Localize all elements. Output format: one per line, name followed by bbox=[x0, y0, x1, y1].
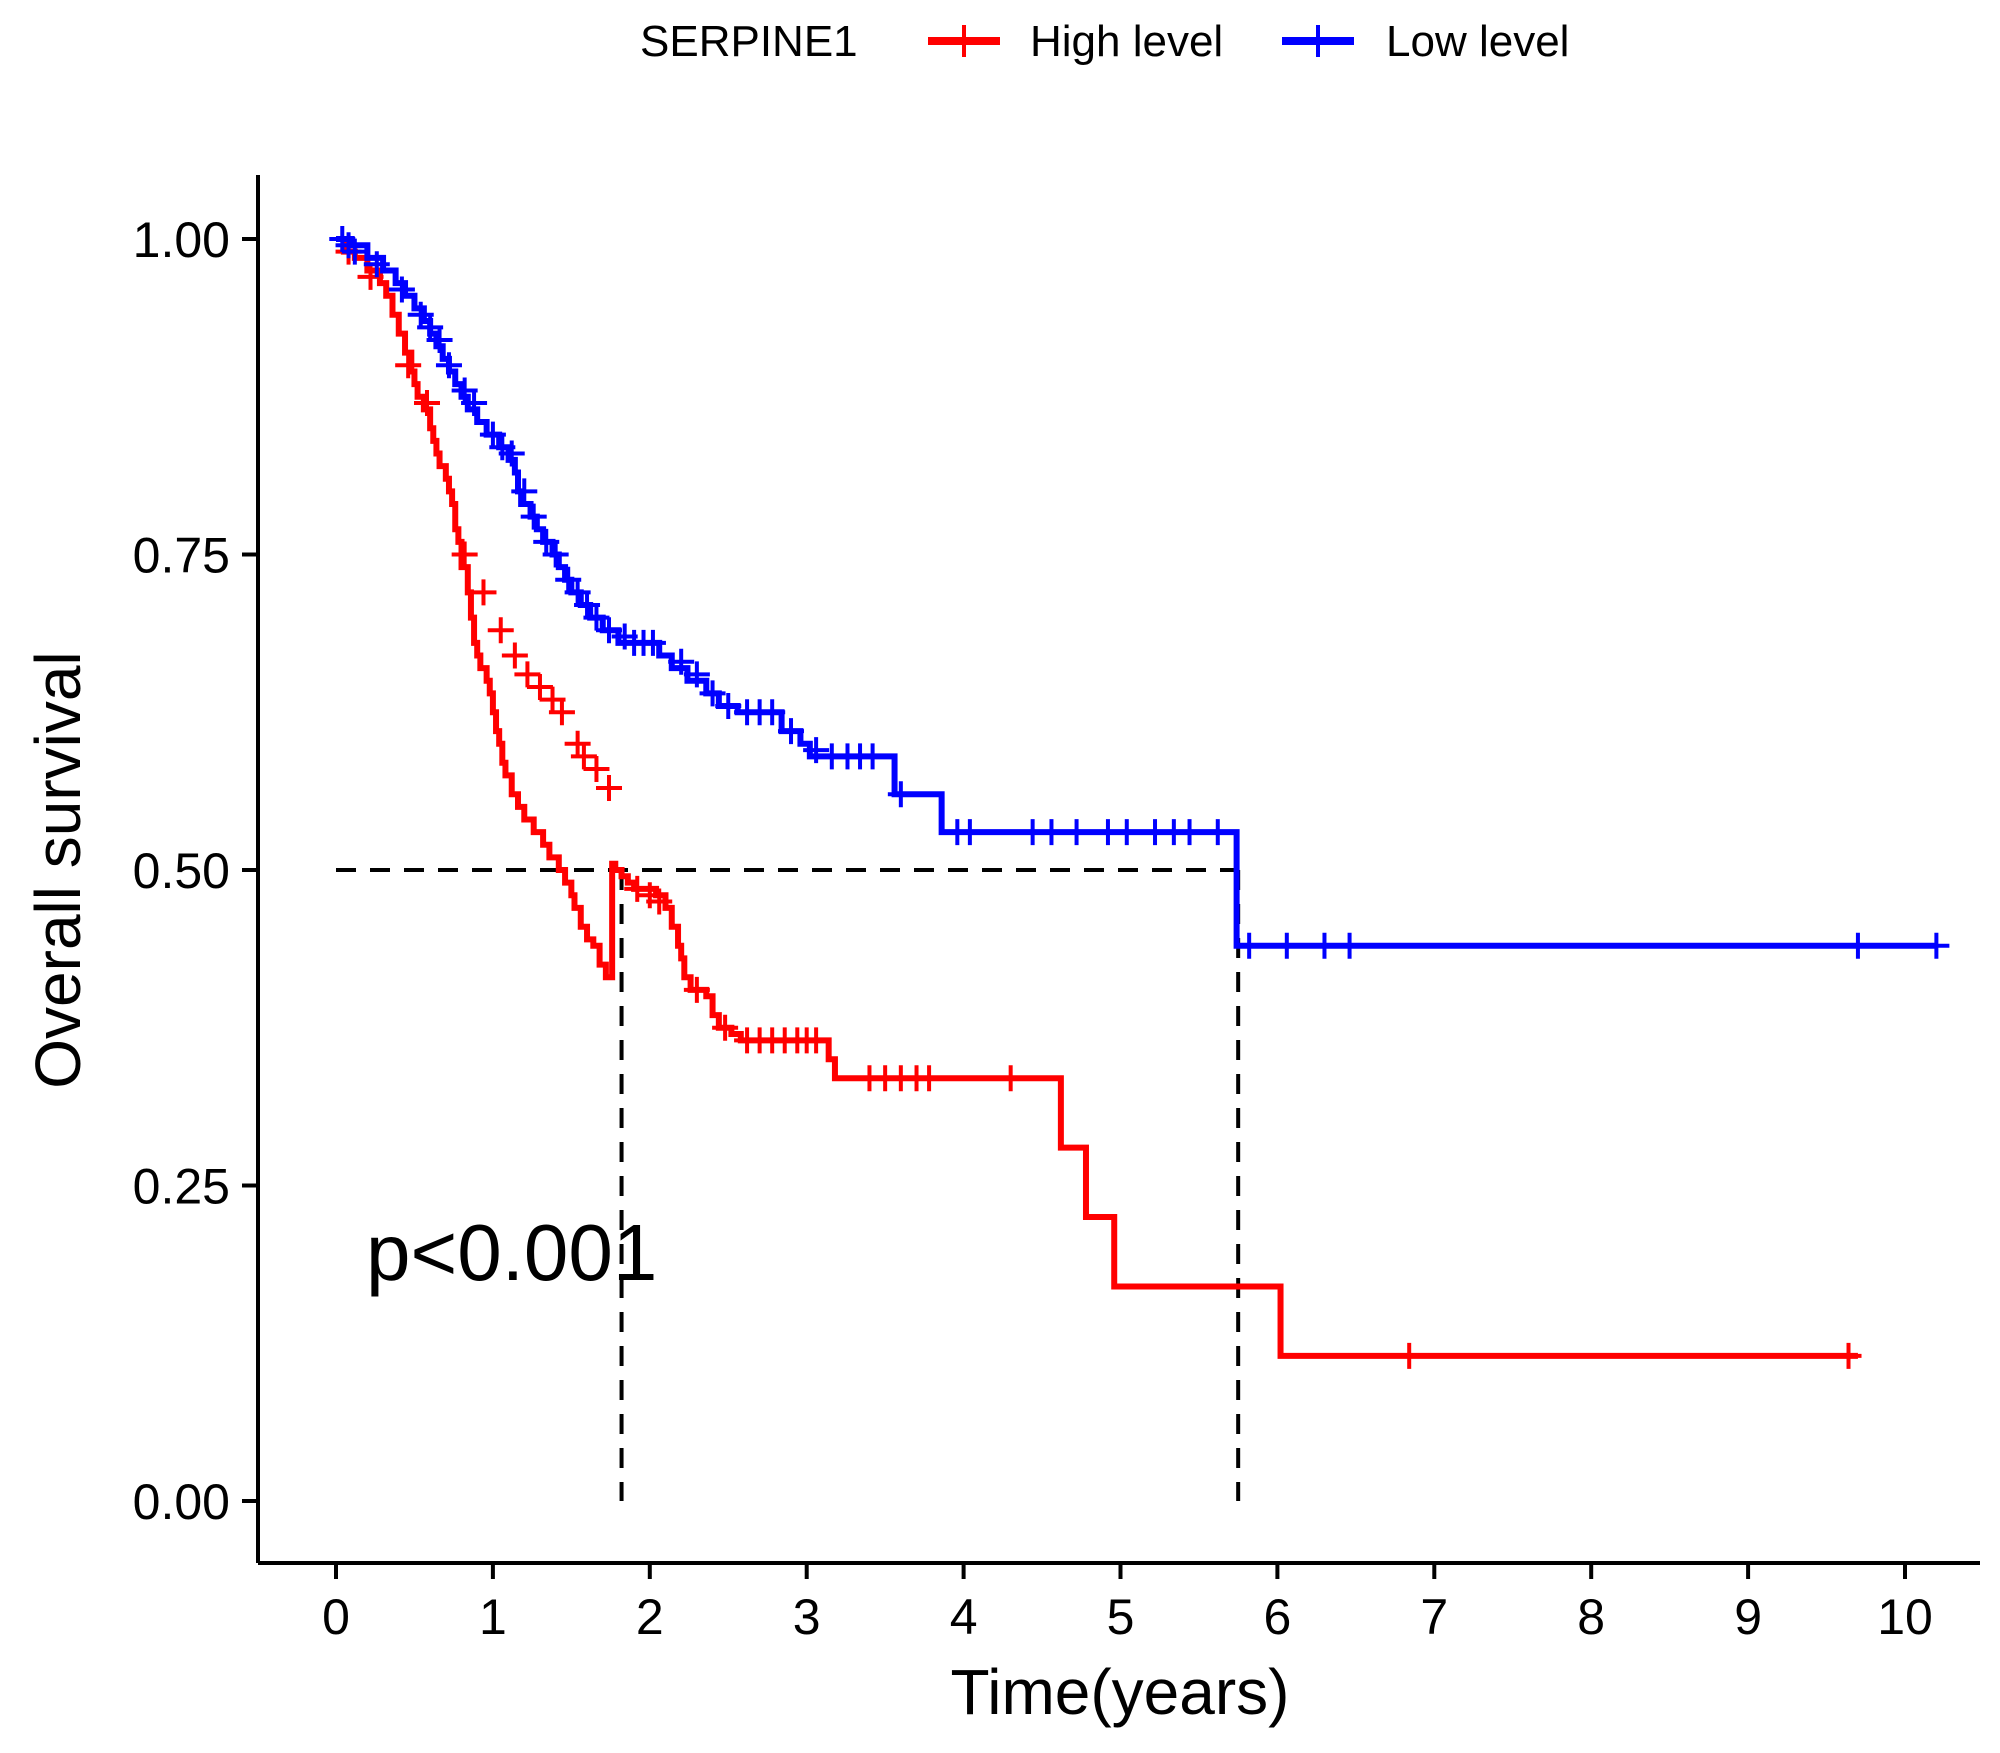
censor-mark bbox=[803, 737, 830, 764]
y-tick-label: 0.75 bbox=[133, 528, 230, 584]
censor-mark bbox=[357, 263, 384, 290]
x-tick-label: 8 bbox=[1577, 1589, 1605, 1645]
censor-mark bbox=[451, 541, 478, 568]
censor-mark bbox=[1236, 932, 1263, 959]
censor-mark bbox=[1396, 1342, 1423, 1369]
censor-mark bbox=[596, 774, 623, 801]
censor-mark bbox=[461, 390, 488, 417]
legend-label-low: Low level bbox=[1386, 17, 1569, 66]
censor-mark bbox=[501, 642, 528, 669]
censor-mark bbox=[712, 1014, 739, 1041]
censor-mark bbox=[1063, 819, 1090, 846]
censor-mark bbox=[715, 692, 742, 719]
censor-mark bbox=[1176, 819, 1203, 846]
censor-mark bbox=[542, 541, 569, 568]
censor-mark bbox=[426, 326, 453, 353]
censor-mark bbox=[1336, 932, 1363, 959]
censor-mark bbox=[956, 819, 983, 846]
censor-mark bbox=[997, 1065, 1024, 1092]
censor-mark bbox=[498, 440, 525, 467]
censor-mark bbox=[363, 251, 390, 278]
censor-mark bbox=[887, 781, 914, 808]
legend-item-low: Low level bbox=[1282, 17, 1569, 66]
censor-mark bbox=[803, 1027, 830, 1054]
median-reference-lines bbox=[336, 868, 1241, 1501]
legend-label-high: High level bbox=[1030, 17, 1223, 66]
censor-mark bbox=[683, 976, 710, 1003]
censor-mark bbox=[583, 604, 610, 631]
censor-mark bbox=[859, 743, 886, 770]
censor-mark bbox=[639, 629, 666, 656]
x-axis-title: Time(years) bbox=[951, 1656, 1290, 1728]
x-tick-label: 0 bbox=[322, 1589, 350, 1645]
censor-mark bbox=[646, 888, 673, 915]
censor-mark bbox=[435, 352, 462, 379]
censor-mark bbox=[1038, 819, 1065, 846]
censor-mark bbox=[341, 238, 368, 265]
censor-mark bbox=[564, 730, 591, 757]
y-tick-label: 0.25 bbox=[133, 1159, 230, 1215]
survival-curve-high-level bbox=[336, 236, 1858, 1359]
p-value-annotation: p<0.001 bbox=[366, 1208, 657, 1297]
y-tick-label: 0.50 bbox=[133, 843, 230, 899]
legend-item-high: High level bbox=[928, 17, 1223, 66]
censor-mark bbox=[778, 718, 805, 745]
censor-mark bbox=[1204, 819, 1231, 846]
censor-mark bbox=[511, 478, 538, 505]
censor-mark bbox=[335, 232, 362, 259]
censor-mark bbox=[329, 226, 356, 252]
censor-mark bbox=[916, 1065, 943, 1092]
censor-mark bbox=[395, 352, 422, 379]
x-ticks: 0 1 2 3 4 5 6 7 8 9 10 bbox=[322, 1563, 1933, 1645]
y-tick-label: 0.00 bbox=[133, 1474, 230, 1530]
y-axis-title: Overall survival bbox=[22, 651, 94, 1088]
censor-mark bbox=[570, 743, 597, 770]
censor-mark bbox=[514, 661, 541, 688]
x-tick-label: 10 bbox=[1877, 1589, 1933, 1645]
censor-mark bbox=[1835, 1342, 1862, 1369]
legend: SERPINE1 High level Low level bbox=[640, 17, 1569, 66]
axes: 0 1 2 3 4 5 6 7 8 9 10 0.00 0.25 0.50 0.75 1.00 bbox=[133, 175, 1980, 1645]
censor-mark bbox=[1273, 932, 1300, 959]
censor-marks-low-level bbox=[329, 226, 1950, 959]
x-tick-label: 1 bbox=[479, 1589, 507, 1645]
censor-mark bbox=[596, 617, 623, 644]
censor-mark bbox=[683, 661, 710, 688]
x-tick-label: 9 bbox=[1734, 1589, 1762, 1645]
censor-mark bbox=[1844, 932, 1871, 959]
survival-curves bbox=[329, 226, 1950, 1369]
x-tick-label: 6 bbox=[1263, 1589, 1291, 1645]
censor-mark bbox=[668, 648, 695, 675]
x-tick-label: 4 bbox=[950, 1589, 978, 1645]
censor-mark bbox=[487, 617, 514, 644]
censor-mark bbox=[699, 680, 726, 707]
censor-mark bbox=[624, 875, 651, 902]
censor-mark bbox=[759, 699, 786, 726]
censor-mark bbox=[470, 579, 497, 606]
censor-mark bbox=[520, 503, 547, 530]
censor-mark bbox=[1113, 819, 1140, 846]
x-tick-label: 7 bbox=[1420, 1589, 1448, 1645]
x-tick-label: 5 bbox=[1107, 1589, 1135, 1645]
y-ticks: 0.00 0.25 0.50 0.75 1.00 bbox=[133, 212, 258, 1530]
censor-mark bbox=[1923, 932, 1950, 959]
x-tick-label: 2 bbox=[636, 1589, 664, 1645]
legend-title: SERPINE1 bbox=[640, 17, 858, 66]
censor-mark bbox=[388, 276, 415, 303]
censor-mark bbox=[548, 699, 575, 726]
x-tick-label: 3 bbox=[793, 1589, 821, 1645]
censor-mark bbox=[1311, 932, 1338, 959]
censor-mark bbox=[414, 390, 441, 417]
censor-mark bbox=[526, 674, 553, 701]
y-tick-label: 1.00 bbox=[133, 212, 230, 268]
censor-mark bbox=[583, 756, 610, 783]
censor-marks-high-level bbox=[335, 238, 1862, 1369]
